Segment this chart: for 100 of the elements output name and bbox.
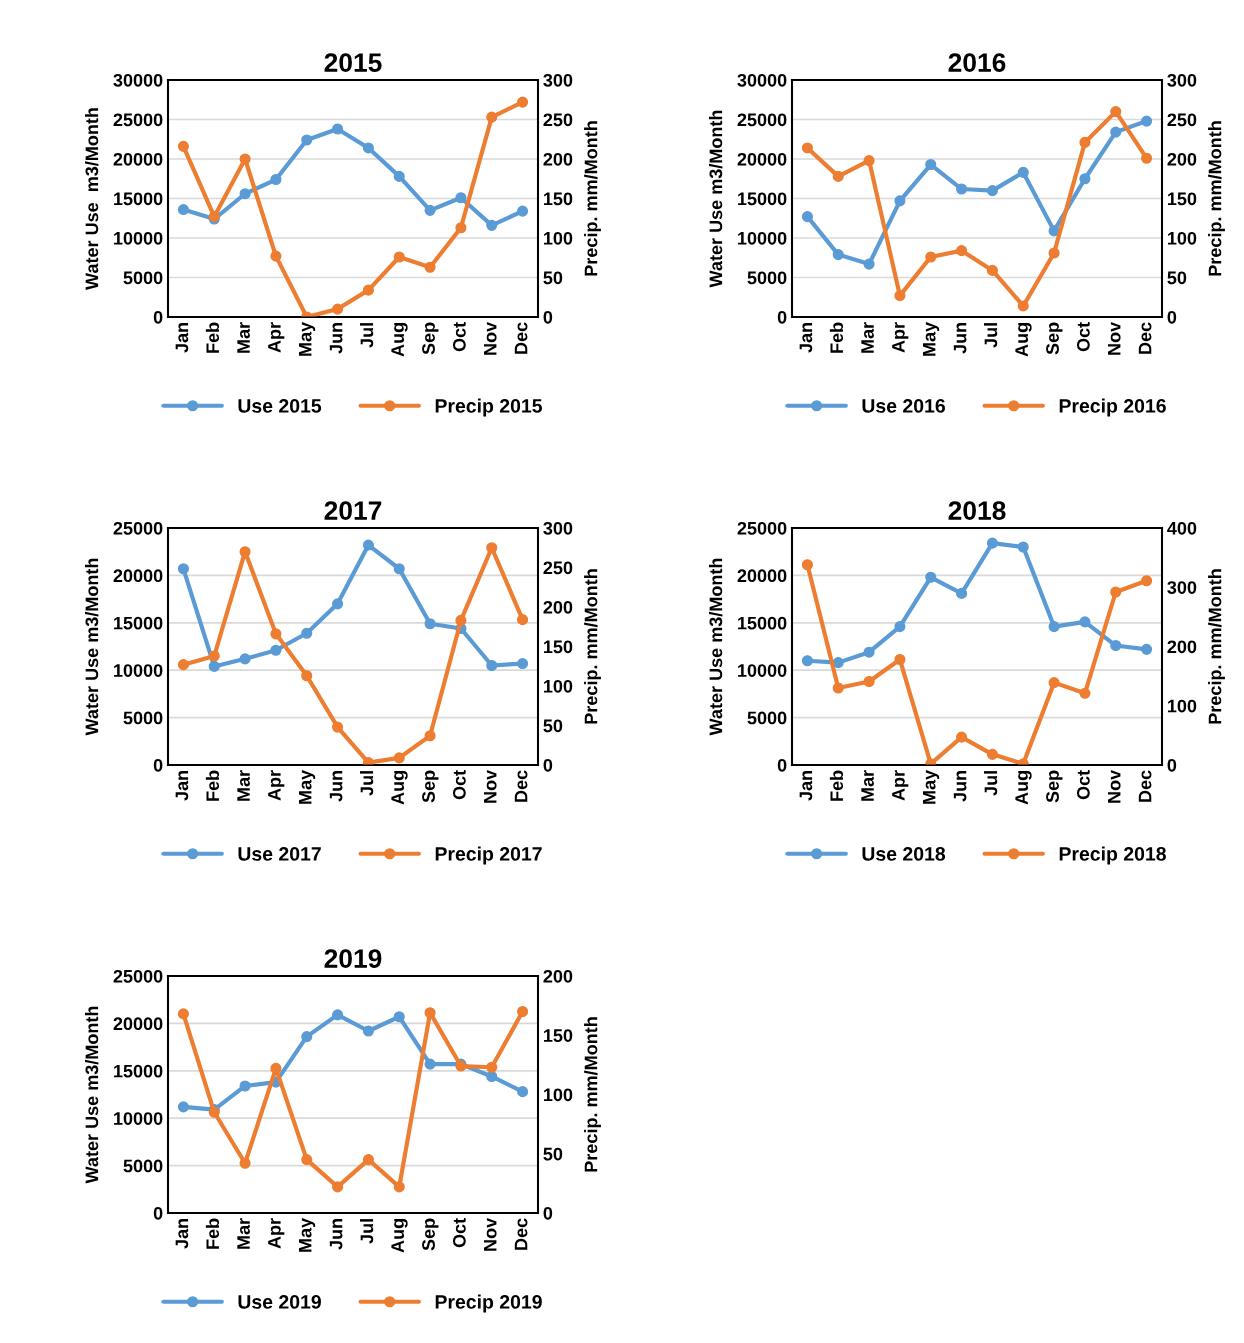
chart-title: 2019 <box>324 949 382 968</box>
point <box>1017 166 1029 178</box>
x-tick-label: May <box>299 321 316 356</box>
point <box>393 563 405 575</box>
point <box>424 1007 436 1019</box>
point <box>956 587 968 599</box>
y-tick-label: 5000 <box>747 271 787 285</box>
y2-tick-label: 0 <box>543 1206 553 1220</box>
x-tick-label: Jul <box>360 771 374 796</box>
point <box>393 1181 405 1193</box>
y2-tick-label: 200 <box>543 969 573 983</box>
y2-tick-label: 300 <box>1167 73 1197 87</box>
x-tick-label: Jan <box>799 770 813 801</box>
point <box>801 655 813 667</box>
x-tick-label: Jul <box>984 771 998 796</box>
y-tick-label: 25000 <box>113 521 163 535</box>
point <box>177 1101 189 1113</box>
y2-tick-label: 250 <box>1167 113 1197 127</box>
legend-label: Use 2017 <box>238 847 321 861</box>
y2-tick-label: 150 <box>544 640 573 654</box>
y2-tick-label: 100 <box>1168 231 1197 245</box>
point <box>894 290 906 302</box>
point <box>455 614 467 626</box>
x-tick-label: Jul <box>984 323 998 348</box>
legend-label: Use 2019 <box>238 1295 321 1309</box>
y2-tick-label: 200 <box>1167 640 1197 654</box>
x-tick-label: Dec <box>514 770 528 802</box>
point <box>270 644 282 656</box>
x-tick-label: Oct <box>452 1218 466 1248</box>
x-tick-label: Nov <box>484 321 497 355</box>
y-tick-label: 20000 <box>737 569 787 583</box>
x-tick-label: Jan <box>175 322 189 353</box>
y-tick-label: 0 <box>153 1206 163 1220</box>
y-tick-label: 15000 <box>738 192 787 206</box>
point <box>393 752 405 764</box>
y-tick-label: 20000 <box>113 569 163 583</box>
y-tick-label: 25000 <box>113 969 163 983</box>
point <box>332 303 344 315</box>
y2-axis-title: Precip. mm/Month <box>584 1017 601 1172</box>
point <box>956 183 968 195</box>
y2-tick-label: 400 <box>1167 521 1197 535</box>
y2-tick-label: 50 <box>1167 271 1187 285</box>
y-tick-label: 5000 <box>123 271 163 285</box>
x-tick-label: Aug <box>391 771 408 805</box>
point <box>1110 639 1122 652</box>
point <box>239 653 251 665</box>
point <box>208 650 220 662</box>
x-tick-label: Aug <box>391 1219 408 1253</box>
point <box>239 1157 251 1169</box>
point <box>1141 643 1153 655</box>
x-tick-label: Jun <box>329 1218 343 1250</box>
x-tick-label: Feb <box>829 322 844 353</box>
x-tick-label: Nov <box>1108 769 1121 803</box>
y-tick-label: 20000 <box>113 1017 163 1031</box>
y-tick-label: 10000 <box>114 664 163 677</box>
y-tick-label: 15000 <box>114 616 163 630</box>
point <box>486 1061 498 1073</box>
y2-tick-label: 200 <box>543 600 573 614</box>
point <box>424 730 436 742</box>
legend-label: Precip 2015 <box>435 398 543 417</box>
y2-axis-title: Precip. mm/Month <box>584 121 601 276</box>
legend-label: Use 2018 <box>862 847 946 861</box>
x-tick-label: Feb <box>205 322 220 353</box>
y2-tick-label: 0 <box>1167 310 1177 324</box>
x-tick-label: Aug <box>1015 323 1032 357</box>
y-tick-label: 25000 <box>737 113 787 127</box>
x-tick-label: Mar <box>237 1218 250 1249</box>
x-tick-label: Apr <box>892 322 909 353</box>
legend-label: Precip 2018 <box>1059 846 1166 865</box>
y2-tick-label: 100 <box>544 679 573 693</box>
point <box>455 192 467 204</box>
chart-title: 2015 <box>324 53 382 72</box>
y-axis-title: Water Use m3/Month <box>84 108 99 290</box>
x-tick-label: Jul <box>360 323 374 348</box>
x-tick-label: Aug <box>391 323 408 357</box>
chart-title: 2018 <box>948 501 1006 520</box>
point <box>801 142 813 154</box>
y-tick-label: 20000 <box>113 152 163 166</box>
point <box>517 1005 529 1018</box>
y2-tick-label: 250 <box>543 561 573 575</box>
point <box>863 646 875 658</box>
y2-tick-label: 0 <box>1167 758 1177 772</box>
y2-tick-label: 200 <box>543 152 573 166</box>
point <box>301 134 313 146</box>
point <box>517 1086 529 1098</box>
x-tick-label: Apr <box>268 1218 285 1249</box>
y2-tick-label: 100 <box>1168 699 1197 713</box>
point <box>1048 247 1060 259</box>
point <box>863 675 875 688</box>
point <box>832 682 844 694</box>
point <box>332 721 344 733</box>
point <box>1141 575 1153 587</box>
x-tick-label: Dec <box>1138 770 1152 802</box>
y-axis-title: Water Use m3/Month <box>708 558 723 736</box>
point <box>239 1080 251 1092</box>
x-tick-label: Mar <box>237 322 250 353</box>
point <box>239 153 251 165</box>
x-tick-label: Oct <box>1076 322 1090 352</box>
y2-tick-label: 200 <box>1167 152 1197 166</box>
y-tick-label: 15000 <box>738 616 787 630</box>
